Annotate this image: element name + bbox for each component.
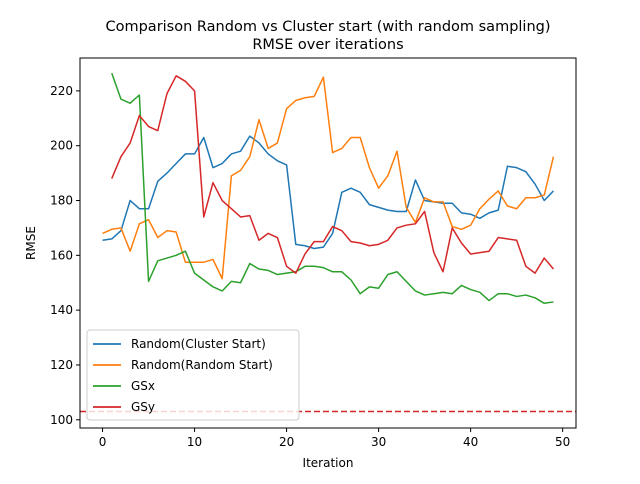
y-tick-label: 160	[50, 248, 73, 262]
x-axis-label: Iteration	[303, 456, 354, 470]
y-tick-label: 140	[50, 303, 73, 317]
chart-subtitle: RMSE over iterations	[252, 37, 403, 53]
x-tick-label: 50	[555, 435, 570, 449]
y-tick-label: 120	[50, 358, 73, 372]
x-tick-label: 10	[187, 435, 202, 449]
y-axis: 100 120 140 160 180 200 220	[50, 84, 80, 427]
x-tick-label: 30	[371, 435, 386, 449]
legend: Random(Cluster Start) Random(Random Start…	[86, 329, 300, 421]
y-tick-label: 100	[50, 413, 73, 427]
legend-label: GSx	[131, 379, 155, 393]
legend-box	[86, 329, 300, 421]
y-tick-label: 220	[50, 84, 73, 98]
legend-label: Random(Cluster Start)	[131, 337, 266, 351]
series-line-3	[111, 72, 554, 305]
x-tick-label: 0	[99, 435, 107, 449]
y-tick-label: 180	[50, 194, 73, 208]
x-axis: 0 10 20 30 40 50	[99, 428, 570, 449]
y-tick-label: 200	[50, 139, 73, 153]
chart-title: Comparison Random vs Cluster start (with…	[105, 19, 550, 35]
legend-label: GSy	[131, 400, 155, 414]
legend-label: Random(Random Start)	[131, 358, 273, 372]
series-line-2	[102, 76, 555, 280]
series-line-4	[111, 75, 555, 274]
series-line-1	[102, 135, 554, 250]
x-tick-label: 40	[463, 435, 478, 449]
axes-frame	[79, 57, 577, 429]
x-tick-label: 20	[279, 435, 294, 449]
y-axis-label: RMSE	[24, 226, 38, 260]
